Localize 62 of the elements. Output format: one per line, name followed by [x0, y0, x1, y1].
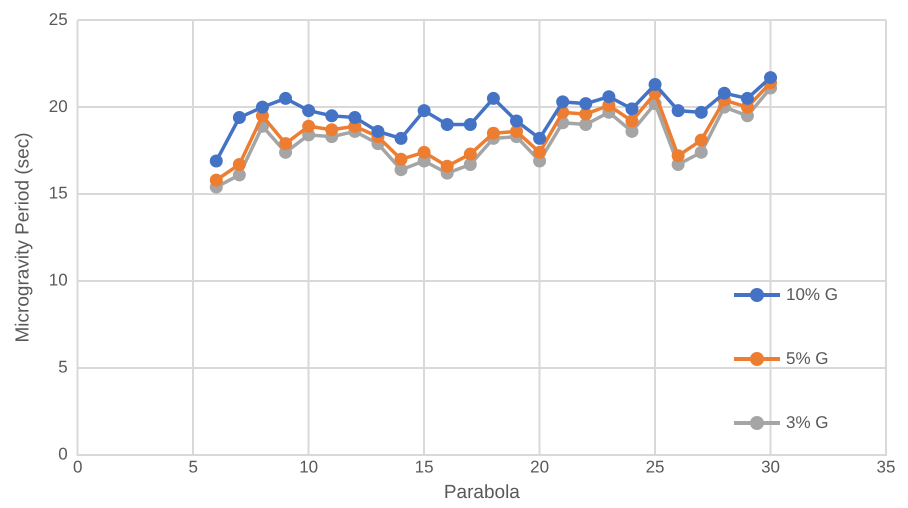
legend-label: 5% G [786, 349, 829, 369]
point [279, 137, 292, 150]
point [302, 104, 316, 118]
point [625, 114, 638, 128]
y-tick-label: 5 [58, 358, 68, 377]
point [210, 154, 223, 168]
point [510, 124, 523, 138]
point [694, 146, 708, 159]
point [348, 111, 362, 124]
point [718, 86, 731, 100]
x-tick-label: 35 [876, 458, 896, 477]
point [764, 71, 778, 84]
point [302, 120, 316, 133]
legend-label: 3% G [786, 413, 829, 433]
y-tick-label: 10 [48, 270, 68, 290]
point [232, 158, 246, 171]
point [256, 100, 269, 114]
point [279, 92, 292, 105]
point [672, 104, 685, 118]
point [394, 132, 408, 145]
point [694, 106, 708, 119]
point [464, 148, 477, 161]
point [440, 118, 454, 132]
point [325, 123, 338, 136]
point [625, 102, 638, 116]
point [394, 152, 408, 166]
point [533, 146, 546, 159]
point [371, 124, 384, 138]
point [232, 111, 246, 124]
point [556, 95, 570, 108]
x-tick-label: 15 [414, 458, 434, 477]
point [232, 168, 246, 182]
x-tick-label: 25 [646, 458, 665, 477]
point [579, 97, 592, 110]
point [625, 124, 638, 138]
x-tick-label: 30 [761, 458, 780, 477]
point [440, 160, 454, 173]
x-axis-title: Parabola [444, 482, 520, 503]
point [672, 149, 685, 162]
point [510, 114, 523, 128]
point [210, 174, 223, 187]
point [418, 146, 431, 159]
point [464, 118, 477, 132]
point [486, 126, 500, 140]
y-tick-label: 0 [58, 444, 68, 464]
x-tick-label: 10 [299, 458, 318, 477]
y-axis-title: Microgravity Period (sec) [12, 132, 34, 343]
legend-label: 10% G [786, 285, 838, 305]
x-tick-label: 0 [72, 458, 82, 477]
x-tick-label: 5 [188, 458, 198, 477]
y-tick-label: 20 [48, 96, 68, 116]
point [740, 92, 754, 105]
x-tick-label: 20 [530, 458, 550, 477]
point [648, 78, 662, 92]
point [325, 109, 338, 122]
y-tick-label: 15 [48, 184, 68, 203]
point [602, 90, 616, 104]
point [694, 134, 708, 147]
point [533, 132, 546, 145]
y-tick-label: 25 [48, 10, 68, 29]
point [418, 104, 431, 118]
point [486, 92, 500, 105]
